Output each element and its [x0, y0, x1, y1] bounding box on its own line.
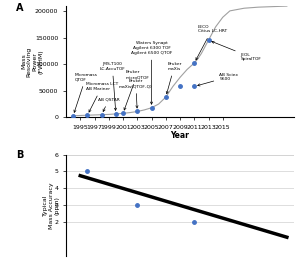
Text: AB QSTAR: AB QSTAR [98, 97, 120, 111]
Text: Bruker
maXis(QTOF-Q): Bruker maXis(QTOF-Q) [119, 80, 153, 108]
Text: Micromass LCT
AB Mariner: Micromass LCT AB Mariner [86, 82, 118, 112]
Text: AB Sciex
5600: AB Sciex 5600 [198, 73, 238, 86]
Text: JMS-T100
LC-AccuTOF: JMS-T100 LC-AccuTOF [99, 62, 125, 110]
Text: Bruker
maXis: Bruker maXis [166, 62, 182, 94]
Text: LECO
Citius LC-HRT: LECO Citius LC-HRT [196, 25, 227, 60]
Text: Waters Synapt
Agilent 6300 TOF
Agilent 6500 QTOF: Waters Synapt Agilent 6300 TOF Agilent 6… [131, 41, 172, 104]
Text: B: B [16, 150, 23, 160]
Y-axis label: Mass
Resolving
Power
(FWHM): Mass Resolving Power (FWHM) [21, 46, 44, 76]
Text: A: A [16, 3, 23, 13]
Text: Bruker
microQTOF: Bruker microQTOF [124, 70, 149, 110]
Text: Micromass
QTOF: Micromass QTOF [74, 73, 98, 112]
X-axis label: Year: Year [171, 131, 189, 140]
Y-axis label: Typical
Mass Accuracy
(ppm): Typical Mass Accuracy (ppm) [43, 182, 60, 229]
Text: JEOL
SpiralTOF: JEOL SpiralTOF [212, 41, 261, 61]
